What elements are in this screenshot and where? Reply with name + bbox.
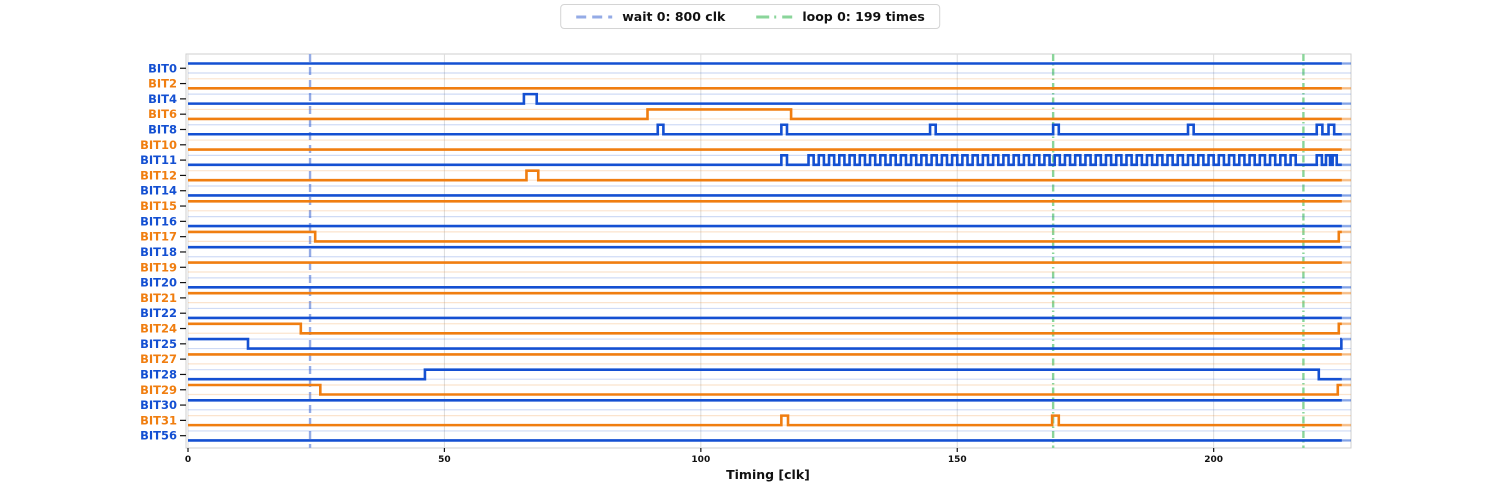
signal-label-BIT29: BIT29: [140, 383, 177, 397]
x-tick-label-200: 200: [1204, 455, 1223, 465]
signal-wave-BIT6: [188, 108, 1342, 121]
signal-label-BIT4: BIT4: [148, 92, 177, 106]
signal-label-BIT8: BIT8: [148, 122, 177, 136]
signal-wave-BIT24: [188, 322, 1342, 335]
legend-item-loop: loop 0: 199 times: [755, 9, 925, 24]
legend: wait 0: 800 clk loop 0: 199 times: [560, 4, 940, 29]
axis-layer: 0 50 100 150 200BIT0BIT2BIT4BIT6BIT8BIT10BIT…: [140, 61, 1223, 465]
signal-label-BIT56: BIT56: [140, 429, 177, 443]
signal-label-BIT27: BIT27: [140, 352, 177, 366]
signal-label-BIT30: BIT30: [140, 398, 177, 412]
x-tick-label-0: 0: [185, 455, 191, 465]
signal-wave-BIT25: [188, 337, 1343, 350]
x-tick-label-150: 150: [948, 455, 967, 465]
signal-label-BIT24: BIT24: [140, 322, 177, 336]
signal-label-BIT10: BIT10: [140, 138, 177, 152]
signal-label-BIT17: BIT17: [140, 230, 177, 244]
signal-wave-BIT11: [188, 154, 1342, 167]
signal-label-BIT2: BIT2: [148, 77, 177, 91]
legend-label-loop: loop 0: 199 times: [802, 9, 925, 24]
legend-item-wait: wait 0: 800 clk: [575, 9, 725, 24]
signal-label-BIT28: BIT28: [140, 367, 177, 381]
x-axis-title: Timing [clk]: [726, 467, 810, 482]
signal-label-BIT11: BIT11: [140, 153, 177, 167]
signal-label-BIT19: BIT19: [140, 260, 177, 274]
signal-label-BIT6: BIT6: [148, 107, 177, 121]
grid-layer: [185, 53, 1352, 449]
signal-label-BIT31: BIT31: [140, 413, 177, 427]
signal-label-BIT18: BIT18: [140, 245, 177, 259]
signal-label-BIT15: BIT15: [140, 199, 177, 213]
signal-wave-BIT31: [188, 414, 1342, 427]
signal-wave-BIT28: [188, 368, 1342, 381]
x-tick-label-100: 100: [691, 455, 710, 465]
signal-label-BIT20: BIT20: [140, 276, 177, 290]
wave-layer: [188, 62, 1351, 442]
plot-frame: [185, 53, 1352, 449]
loop-line-sample-icon: [756, 15, 793, 18]
signal-wave-BIT29: [188, 383, 1342, 396]
signal-label-BIT12: BIT12: [140, 168, 177, 182]
signal-label-BIT14: BIT14: [140, 184, 177, 198]
signal-label-BIT25: BIT25: [140, 337, 177, 351]
signal-label-BIT0: BIT0: [148, 61, 177, 75]
x-tick-label-50: 50: [438, 455, 451, 465]
signal-wave-BIT8: [188, 123, 1342, 136]
signal-label-BIT16: BIT16: [140, 214, 177, 228]
signal-wave-BIT4: [188, 92, 1342, 105]
signal-wave-BIT17: [188, 230, 1342, 243]
marker-layer: [308, 54, 1305, 448]
signal-wave-BIT12: [188, 169, 1342, 182]
signal-label-BIT22: BIT22: [140, 306, 177, 320]
wait-line-sample-icon: [576, 15, 613, 18]
legend-label-wait: wait 0: 800 clk: [622, 9, 726, 24]
signal-label-BIT21: BIT21: [140, 291, 177, 305]
